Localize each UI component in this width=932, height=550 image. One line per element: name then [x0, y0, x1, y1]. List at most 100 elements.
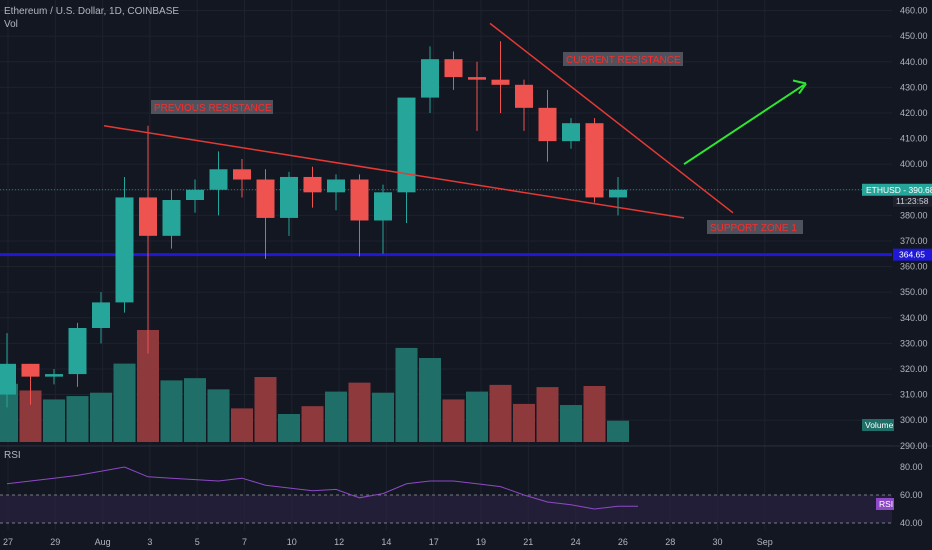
price-tick-label: 380.00 [900, 210, 928, 220]
candle-body [609, 189, 627, 198]
candle-body [421, 59, 439, 98]
volume-tag: Volume [865, 420, 894, 430]
candle-body [327, 179, 345, 193]
x-tick-label: Aug [95, 537, 111, 547]
candle-body [186, 189, 204, 200]
candle-body [233, 169, 251, 180]
candle-body [162, 200, 181, 236]
rsi-line [6, 466, 638, 510]
candle-body [585, 123, 604, 198]
x-tick-label: 7 [242, 537, 247, 547]
price-tick-label: 460.00 [900, 6, 928, 16]
volume-bar [301, 406, 324, 442]
price-tick-label: 330.00 [900, 338, 928, 348]
volume-bar [19, 390, 42, 442]
price-tick-label: 300.00 [900, 415, 928, 425]
x-tick-label: 28 [665, 537, 675, 547]
last-price-tag-bg [862, 183, 932, 196]
support-zone-label-bg [707, 220, 803, 234]
candle-body [468, 77, 486, 80]
volume-bar [583, 386, 606, 442]
projection-arrowhead [792, 79, 807, 95]
candle-body [21, 363, 40, 377]
current-resistance-trendline [489, 22, 734, 214]
volume-bar [90, 392, 112, 442]
last-price-tag: ETHUSD - 390.68 [866, 185, 932, 195]
volume-bar [466, 391, 488, 442]
rsi-indicator-label: RSI [4, 450, 21, 461]
rsi-tick-label: 60.00 [900, 490, 923, 500]
x-tick-label: 19 [476, 537, 486, 547]
x-tick-label: 29 [50, 537, 60, 547]
price-tick-label: 430.00 [900, 82, 928, 92]
x-tick-label: 12 [334, 537, 344, 547]
candle-body [515, 84, 533, 108]
x-tick-label: 21 [523, 537, 533, 547]
rsi-tick-label: 40.00 [900, 518, 923, 528]
support-zone-label: SUPPORT ZONE 1 [710, 223, 797, 234]
price-tick-label: 420.00 [900, 108, 928, 118]
price-tick-label: 360.00 [900, 262, 928, 272]
candle-body [491, 79, 510, 85]
previous-resistance-label: PREVIOUS RESISTANCE [154, 103, 272, 114]
volume-bar [513, 403, 535, 442]
x-tick-label: 10 [287, 537, 297, 547]
previous-resistance-label-bg [151, 100, 273, 114]
candle-body [115, 197, 134, 303]
price-tick-label: 340.00 [900, 313, 928, 323]
volume-bar [66, 396, 89, 442]
volume-bar [419, 358, 441, 442]
volume-bar [184, 378, 206, 442]
rsi-tick-label: 80.00 [900, 462, 923, 472]
volume-bar [442, 399, 465, 442]
volume-bar [372, 392, 394, 442]
x-tick-label: 14 [381, 537, 391, 547]
volume-bar [231, 408, 253, 442]
support-price-tag: 364.65 [899, 250, 925, 260]
candle-body [280, 176, 298, 218]
volume-tag-bg [862, 419, 894, 431]
rsi-band [0, 495, 892, 523]
x-tick-label: 3 [147, 537, 152, 547]
candle-body [139, 197, 157, 236]
price-tick-label: 370.00 [900, 236, 928, 246]
x-tick-label: 27 [3, 537, 13, 547]
volume-bar [607, 420, 629, 442]
volume-bar [560, 405, 582, 442]
volume-bar [0, 383, 18, 442]
previous-resistance-trendline [103, 125, 685, 219]
projection-arrow-line [683, 83, 805, 165]
current-resistance-label-bg [563, 52, 683, 66]
x-tick-label: 26 [618, 537, 628, 547]
rsi-tag-bg [876, 498, 894, 510]
x-tick-label: 30 [712, 537, 722, 547]
volume-bar [325, 391, 347, 442]
x-tick-label: Sep [757, 537, 773, 547]
x-tick-label: 17 [429, 537, 439, 547]
volume-bar [113, 363, 136, 442]
price-tick-label: 400.00 [900, 159, 928, 169]
volume-bar [489, 384, 512, 442]
candle-body [350, 179, 369, 221]
volume-bar [536, 387, 559, 442]
volume-indicator-label: Vol [4, 19, 18, 30]
volume-bar [137, 330, 159, 442]
candle-body [538, 107, 557, 142]
support-price-tag-bg [893, 248, 932, 261]
candle-body [562, 123, 580, 142]
candle-body [303, 176, 322, 193]
current-resistance-label: CURRENT RESISTANCE [566, 55, 681, 66]
volume-bar [43, 399, 65, 442]
volume-bar [254, 377, 277, 442]
price-tick-label: 440.00 [900, 57, 928, 67]
candle-body [397, 97, 416, 193]
candle-body [68, 328, 87, 375]
price-tick-label: 290.00 [900, 441, 928, 451]
price-tick-label: 450.00 [900, 31, 928, 41]
countdown-tag: 11:23:58 [896, 196, 929, 206]
candle-body [209, 169, 228, 190]
x-tick-label: 5 [195, 537, 200, 547]
candle-body [374, 192, 392, 221]
price-tick-label: 350.00 [900, 287, 928, 297]
